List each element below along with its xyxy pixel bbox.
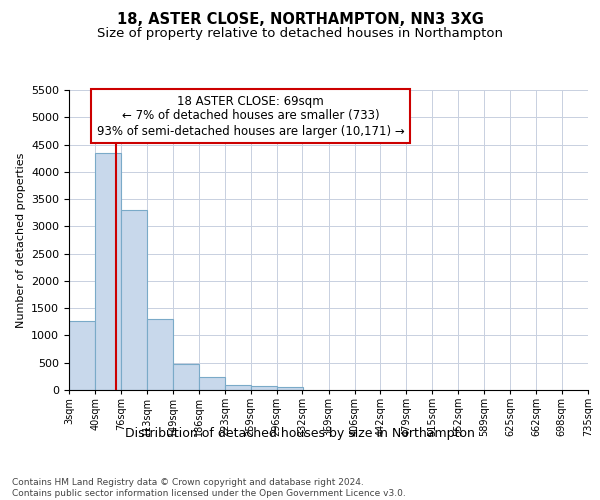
Text: Contains HM Land Registry data © Crown copyright and database right 2024.
Contai: Contains HM Land Registry data © Crown c… xyxy=(12,478,406,498)
Y-axis label: Number of detached properties: Number of detached properties xyxy=(16,152,26,328)
Text: 18 ASTER CLOSE: 69sqm
← 7% of detached houses are smaller (733)
93% of semi-deta: 18 ASTER CLOSE: 69sqm ← 7% of detached h… xyxy=(97,94,404,138)
Text: 18, ASTER CLOSE, NORTHAMPTON, NN3 3XG: 18, ASTER CLOSE, NORTHAMPTON, NN3 3XG xyxy=(116,12,484,28)
Bar xyxy=(95,152,121,390)
Bar xyxy=(199,377,225,390)
Bar xyxy=(225,384,251,390)
Bar xyxy=(251,386,277,390)
Text: Size of property relative to detached houses in Northampton: Size of property relative to detached ho… xyxy=(97,28,503,40)
Bar xyxy=(69,320,95,390)
Bar xyxy=(121,210,147,390)
Bar xyxy=(173,364,199,390)
Bar xyxy=(147,319,173,390)
Text: Distribution of detached houses by size in Northampton: Distribution of detached houses by size … xyxy=(125,428,475,440)
Bar xyxy=(277,386,303,390)
